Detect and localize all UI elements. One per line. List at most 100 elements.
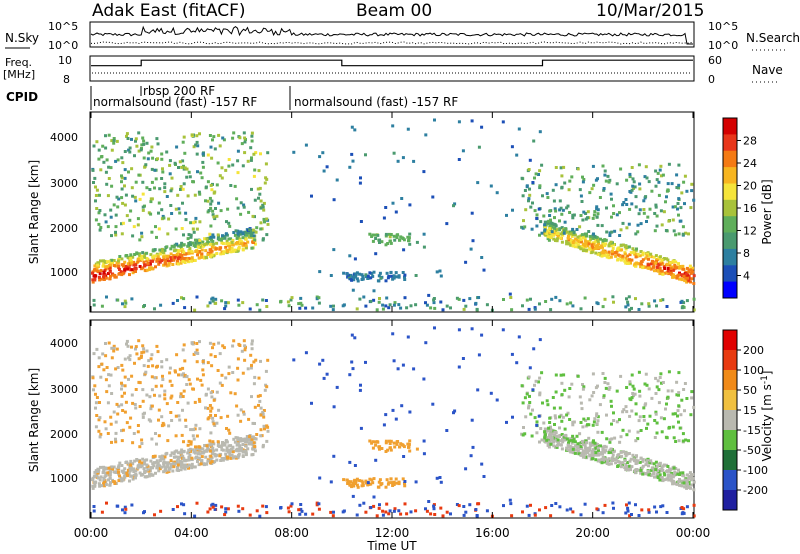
velocity-cell [592,420,596,424]
power-cell [554,295,558,299]
power-cell [229,237,233,241]
velocity-cell [348,373,352,377]
velocity-cell [572,446,576,450]
power-cell [107,133,111,137]
velocity-cell [375,514,379,518]
power-cell [167,262,171,265]
power-cell [679,206,683,210]
power-cell [173,161,177,165]
power-cell [580,240,583,244]
power-cell [573,233,577,237]
velocity-cell [667,478,671,482]
velocity-cell [408,410,412,414]
power-cell [120,232,124,236]
power-colorbar-tick-label: 16 [743,202,757,215]
power-cell [172,258,176,262]
power-cell [603,244,607,247]
velocity-cell [100,362,104,366]
power-cell [388,235,392,239]
power-cell [103,268,107,272]
power-cell [608,178,612,182]
power-cell [110,234,113,238]
velocity-cell [158,455,162,459]
velocity-cell [93,483,97,487]
power-cell [192,221,195,225]
velocity-cell [210,395,214,399]
power-cell [135,252,139,256]
power-cell [639,250,643,254]
velocity-cell [139,356,143,359]
power-cell [134,267,138,271]
power-cell [412,159,416,163]
power-cell [555,237,559,241]
velocity-cell [113,480,117,484]
velocity-cell [175,461,179,465]
velocity-cell [148,472,151,476]
velocity-cell [370,441,374,445]
power-cell [151,255,155,259]
velocity-cell [160,365,164,369]
velocity-cell [593,441,597,445]
power-cell [161,170,165,174]
power-cell [655,178,659,182]
power-cell [583,239,587,243]
power-cell [666,269,670,273]
power-cell [219,238,223,242]
velocity-cell [521,401,525,405]
velocity-cell [568,418,572,421]
velocity-cell [216,440,220,444]
velocity-cell [681,479,685,483]
power-cell [228,244,232,248]
velocity-cell [641,472,645,476]
power-cell [123,260,127,264]
velocity-cell [138,405,142,408]
power-cell [543,228,547,232]
power-cell [97,148,101,152]
velocity-cell [95,347,99,351]
velocity-cell [352,479,356,483]
power-cell [653,229,657,233]
velocity-cell [616,453,620,457]
velocity-cell [652,472,656,475]
power-cell [263,181,267,185]
power-cell [527,307,531,311]
power-cell [253,168,257,172]
power-cell [253,238,257,242]
velocity-cell [107,341,111,345]
velocity-cell [182,372,185,376]
velocity-cell [207,416,211,420]
velocity-cell [596,384,599,388]
power-cell [549,221,553,225]
power-cell [264,299,268,302]
power-cell [646,252,650,256]
velocity-cell [287,510,291,514]
velocity-cell [259,359,262,363]
velocity-cell [134,345,138,349]
power-cell [559,206,563,210]
power-cell [572,231,576,235]
power-cell [596,252,600,256]
power-cell [350,125,354,129]
power-cell [455,296,459,300]
power-cell [672,260,676,263]
velocity-cell [155,466,159,470]
power-cell [555,239,559,243]
power-cell [130,297,134,301]
power-cell [195,227,199,231]
power-cell [97,262,101,265]
power-cell [94,194,98,197]
velocity-cell [387,439,391,443]
velocity-cell [392,359,396,363]
power-cell [626,300,630,304]
power-cell [206,153,210,157]
power-cell [241,247,245,251]
velocity-cell [265,439,269,443]
velocity-cell [236,436,240,440]
power-cell [634,205,638,209]
power-cell [632,186,635,190]
power-cell [207,236,211,240]
velocity-cell [163,468,167,472]
velocity-cell [393,445,397,449]
power-cell [667,272,671,276]
power-cell [167,263,171,267]
